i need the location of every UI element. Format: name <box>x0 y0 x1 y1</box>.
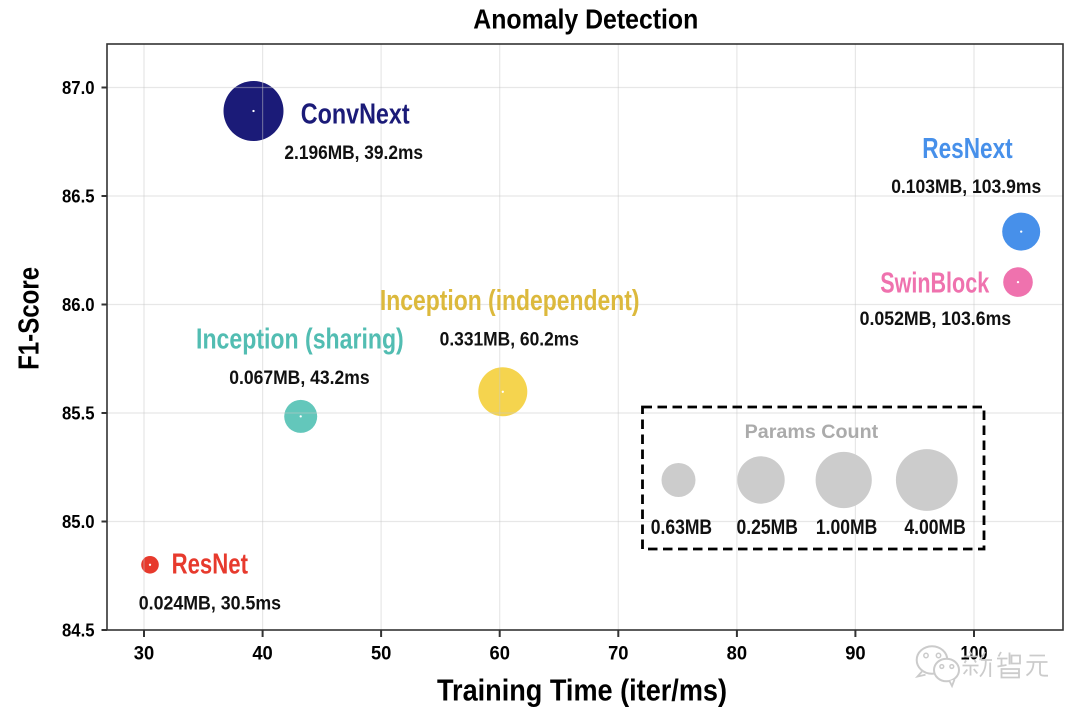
svg-text:86.0: 86.0 <box>62 294 95 315</box>
svg-text:85.0: 85.0 <box>62 511 95 532</box>
svg-text:Inception (independent): Inception (independent) <box>380 285 640 317</box>
svg-text:0.024MB, 30.5ms: 0.024MB, 30.5ms <box>139 593 281 615</box>
svg-text:80: 80 <box>727 642 747 664</box>
svg-text:1.00MB: 1.00MB <box>816 516 877 539</box>
svg-text:ConvNext: ConvNext <box>301 98 410 130</box>
svg-text:85.5: 85.5 <box>62 403 95 424</box>
svg-text:0.25MB: 0.25MB <box>737 516 798 539</box>
svg-text:90: 90 <box>845 642 865 664</box>
svg-text:Anomaly Detection: Anomaly Detection <box>473 2 698 34</box>
svg-text:60: 60 <box>490 642 510 664</box>
svg-text:0.63MB: 0.63MB <box>651 516 712 539</box>
svg-text:50: 50 <box>371 642 391 664</box>
svg-text:Params Count: Params Count <box>745 422 879 443</box>
svg-text:0.331MB, 60.2ms: 0.331MB, 60.2ms <box>440 329 579 351</box>
svg-text:30: 30 <box>134 642 154 664</box>
svg-text:ResNet: ResNet <box>172 549 249 581</box>
svg-text:70: 70 <box>608 642 628 664</box>
svg-text:4.00MB: 4.00MB <box>904 516 965 539</box>
svg-text:Training Time (iter/ms): Training Time (iter/ms) <box>437 675 727 708</box>
svg-text:2.196MB, 39.2ms: 2.196MB, 39.2ms <box>284 142 423 164</box>
svg-text:0.103MB, 103.9ms: 0.103MB, 103.9ms <box>891 176 1041 198</box>
svg-text:0.052MB, 103.6ms: 0.052MB, 103.6ms <box>860 308 1012 330</box>
svg-text:SwinBlock: SwinBlock <box>880 268 989 300</box>
svg-text:Inception (sharing): Inception (sharing) <box>196 323 404 355</box>
svg-text:40: 40 <box>252 642 272 664</box>
svg-text:F1-Score: F1-Score <box>14 267 46 370</box>
svg-text:ResNext: ResNext <box>922 133 1013 165</box>
svg-text:86.5: 86.5 <box>62 186 95 207</box>
svg-text:87.0: 87.0 <box>62 77 95 98</box>
svg-text:84.5: 84.5 <box>62 620 95 641</box>
svg-text:0.067MB, 43.2ms: 0.067MB, 43.2ms <box>229 367 369 389</box>
